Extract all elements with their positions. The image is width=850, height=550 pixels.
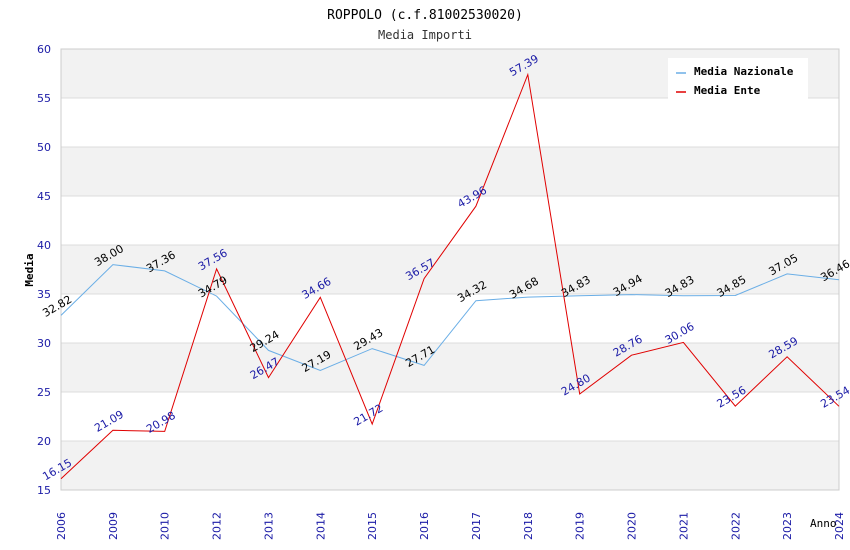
x-axis-title: Anno [810, 517, 837, 530]
y-tick-label: 50 [37, 141, 51, 154]
y-axis-title: Media [23, 253, 36, 286]
x-tick-label: 2024 [833, 512, 846, 540]
background-band [61, 245, 839, 294]
x-tick-label: 2019 [574, 512, 587, 540]
y-tick-label: 15 [37, 484, 51, 497]
y-axis-ticks: 15 20 25 30 35 40 45 50 55 60 [37, 43, 51, 497]
background-band [61, 196, 839, 245]
legend: Media Nazionale Media Ente [668, 58, 808, 100]
y-tick-label: 35 [37, 288, 51, 301]
series-line-media-nazionale [60, 264, 840, 372]
x-tick-label: 2014 [314, 512, 327, 540]
legend-label-media-ente: Media Ente [694, 84, 761, 97]
plot-frame [60, 48, 840, 491]
legend-label-media-nazionale: Media Nazionale [694, 65, 794, 78]
x-tick-label: 2015 [366, 512, 379, 540]
series-line-media-ente [60, 72, 840, 480]
x-tick-label: 2009 [107, 512, 120, 540]
y-tick-label: 40 [37, 239, 51, 252]
x-tick-label: 2006 [55, 512, 68, 540]
legend-background [668, 58, 808, 100]
background-band [61, 294, 839, 343]
chart-subtitle: Media Importi [378, 28, 472, 42]
y-tick-label: 60 [37, 43, 51, 56]
background-band [61, 147, 839, 196]
background-band [61, 441, 839, 490]
x-tick-label: 2018 [522, 512, 535, 540]
y-tick-label: 30 [37, 337, 51, 350]
y-tick-label: 20 [37, 435, 51, 448]
x-tick-label: 2012 [211, 512, 224, 540]
chart-background-bands [61, 49, 839, 490]
x-axis-ticks: 2006 2009 2010 2012 2013 2014 2015 2016 2017 2018… [55, 512, 846, 540]
y-tick-label: 45 [37, 190, 51, 203]
x-tick-label: 2022 [729, 512, 742, 540]
chart-title: ROPPOLO (c.f.81002530020) [327, 8, 523, 23]
x-tick-label: 2013 [262, 512, 275, 540]
background-band [61, 98, 839, 147]
background-band [61, 392, 839, 441]
x-tick-label: 2016 [418, 512, 431, 540]
x-tick-label: 2010 [159, 512, 172, 540]
series-lines [60, 72, 840, 480]
x-tick-label: 2021 [677, 512, 690, 540]
x-tick-label: 2017 [470, 512, 483, 540]
background-band [61, 343, 839, 392]
y-tick-label: 25 [37, 386, 51, 399]
x-tick-label: 2020 [626, 512, 639, 540]
x-tick-label: 2023 [781, 512, 794, 540]
y-tick-label: 55 [37, 92, 51, 105]
